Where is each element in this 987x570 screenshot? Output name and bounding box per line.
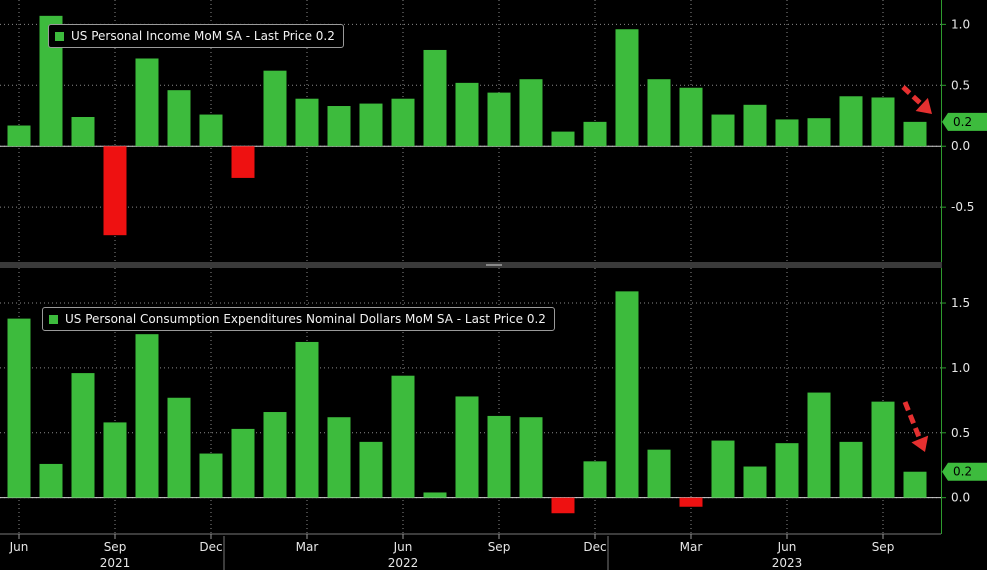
bar-bottom-2 — [71, 373, 95, 498]
legend-label-personal-consumption: US Personal Consumption Expenditures Nom… — [65, 312, 546, 326]
bar-bottom-0 — [7, 318, 31, 498]
bar-bottom-23 — [743, 466, 767, 498]
bar-bottom-25 — [807, 392, 831, 498]
bar-top-26 — [839, 96, 863, 147]
y-tick-label: 1.0 — [951, 361, 970, 375]
bar-top-11 — [359, 103, 383, 147]
bar-bottom-5 — [167, 397, 191, 498]
y-tick-label: 0.0 — [951, 491, 970, 505]
bar-top-2 — [71, 116, 95, 147]
bar-top-9 — [295, 98, 319, 147]
y-tick-label: 0.0 — [951, 139, 970, 153]
bar-top-25 — [807, 118, 831, 147]
x-year-label: 2022 — [388, 556, 419, 570]
bar-top-4 — [135, 58, 159, 147]
y-tick-label: 0.5 — [951, 426, 970, 440]
x-month-label: Dec — [199, 540, 222, 554]
bar-top-10 — [327, 106, 351, 147]
bar-bottom-12 — [391, 375, 415, 498]
bar-bottom-4 — [135, 334, 159, 498]
bar-top-7 — [231, 146, 255, 178]
bar-top-13 — [423, 49, 447, 147]
bar-bottom-14 — [455, 396, 479, 498]
bar-bottom-16 — [519, 417, 543, 498]
x-month-label: Jun — [9, 540, 29, 554]
bar-bottom-13 — [423, 492, 447, 498]
bar-top-1 — [39, 15, 63, 147]
legend-label-personal-income: US Personal Income MoM SA - Last Price 0… — [71, 29, 335, 43]
arrow-shaft — [901, 85, 924, 107]
separator-handle-icon — [486, 264, 502, 266]
y-tick-label: -0.5 — [951, 200, 974, 214]
bar-top-17 — [551, 131, 575, 147]
bar-bottom-28 — [903, 471, 927, 498]
panel-separator — [0, 262, 942, 268]
bar-bottom-18 — [583, 461, 607, 498]
bar-bottom-7 — [231, 428, 255, 498]
last-price-label: 0.2 — [953, 465, 972, 479]
x-month-label: Jun — [777, 540, 797, 554]
arrow-annotation-top — [901, 85, 932, 114]
bar-bottom-9 — [295, 341, 319, 498]
bar-bottom-17 — [551, 497, 575, 514]
bar-bottom-15 — [487, 415, 511, 498]
bar-bottom-3 — [103, 422, 127, 498]
x-year-label: 2021 — [100, 556, 131, 570]
bar-top-16 — [519, 79, 543, 147]
bar-bottom-11 — [359, 441, 383, 498]
bar-top-8 — [263, 70, 287, 147]
bar-top-15 — [487, 92, 511, 147]
x-month-label: Sep — [872, 540, 895, 554]
arrow-head-icon — [915, 97, 932, 114]
last-price-marker — [942, 112, 987, 131]
y-tick-label: 0.5 — [951, 78, 970, 92]
last-price-marker — [942, 462, 987, 481]
bar-top-22 — [711, 114, 735, 147]
bar-top-19 — [615, 29, 639, 147]
bar-top-0 — [7, 125, 31, 147]
legend-personal-consumption: US Personal Consumption Expenditures Nom… — [42, 307, 555, 331]
bar-top-6 — [199, 114, 223, 147]
bar-top-12 — [391, 98, 415, 147]
bar-bottom-8 — [263, 412, 287, 498]
bar-top-20 — [647, 79, 671, 147]
bar-top-21 — [679, 87, 703, 147]
bar-bottom-20 — [647, 449, 671, 498]
bar-bottom-27 — [871, 401, 895, 498]
x-year-label: 2023 — [772, 556, 803, 570]
y-tick-label: 1.5 — [951, 296, 970, 310]
bar-top-24 — [775, 119, 799, 147]
x-month-label: Sep — [488, 540, 511, 554]
legend-personal-income: US Personal Income MoM SA - Last Price 0… — [48, 24, 344, 48]
arrow-shaft — [902, 401, 923, 440]
x-month-label: Jun — [393, 540, 413, 554]
legend-swatch-icon — [49, 314, 58, 324]
bar-bottom-24 — [775, 443, 799, 498]
y-tick-label: 1.0 — [951, 17, 970, 31]
bar-bottom-10 — [327, 417, 351, 498]
bar-bottom-19 — [615, 291, 639, 498]
bar-top-3 — [103, 146, 127, 236]
bar-bottom-6 — [199, 453, 223, 498]
bar-top-23 — [743, 104, 767, 147]
bar-bottom-26 — [839, 441, 863, 498]
x-month-label: Mar — [296, 540, 319, 554]
bar-top-27 — [871, 97, 895, 147]
bar-bottom-22 — [711, 440, 735, 498]
legend-swatch-icon — [55, 31, 64, 41]
last-price-label: 0.2 — [953, 115, 972, 129]
bar-top-5 — [167, 90, 191, 147]
bar-top-18 — [583, 121, 607, 147]
x-month-label: Sep — [104, 540, 127, 554]
x-month-label: Dec — [583, 540, 606, 554]
x-month-label: Mar — [680, 540, 703, 554]
arrow-head-icon — [911, 435, 929, 452]
bar-top-14 — [455, 82, 479, 147]
bar-bottom-1 — [39, 463, 63, 498]
bar-bottom-21 — [679, 497, 703, 507]
arrow-annotation-bottom — [902, 401, 929, 452]
bar-top-28 — [903, 121, 927, 147]
